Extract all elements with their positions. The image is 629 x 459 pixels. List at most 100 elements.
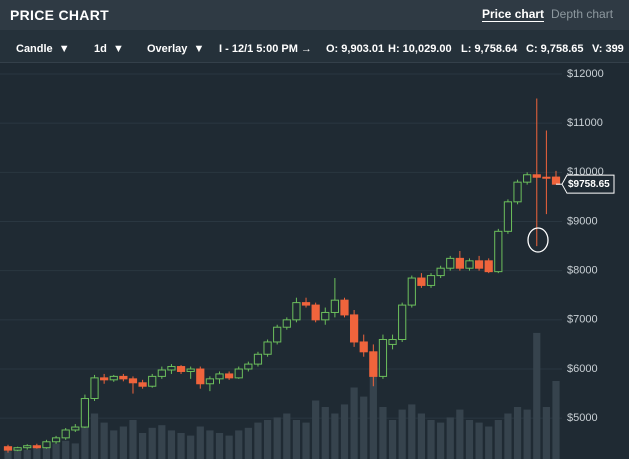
candle-body [234,368,243,379]
volume-bar [350,387,358,459]
candle-body [407,277,416,306]
volume-bar [408,404,416,459]
volume-bar [312,400,320,459]
candle-body [80,398,90,428]
y-tick-label: $12000 [567,68,604,80]
candle-body [13,447,22,451]
candle-body [513,181,522,203]
volume-bar [437,422,445,459]
candle-body [494,230,503,273]
volume-bar [177,433,185,459]
candle-body [417,277,426,286]
dropdown-label: Overlay [147,43,188,55]
volume-bar [398,409,406,459]
candle-body [273,326,282,343]
volume-bar [513,407,522,459]
volume-bar [263,420,272,459]
volume-bar [533,332,541,459]
volume-bar [4,451,12,459]
info-volume: V: 399 [592,43,624,55]
volume-bar [485,426,493,459]
volume-bar [148,427,156,459]
candle-body [90,377,99,400]
candle-body [532,174,541,178]
candle-body [71,426,80,431]
depth-chart-tab[interactable]: Depth chart [551,7,614,21]
candle-body [109,375,118,381]
info-close: C: 9,758.65 [526,43,584,55]
candle-body [128,378,138,384]
info-high: H: 10,029.00 [388,43,452,55]
candle-body [321,311,330,321]
candle-body [455,257,464,269]
volume-bar [71,443,79,459]
volume-bar [542,407,550,459]
volume-bar [360,396,368,459]
volume-bar [42,446,51,459]
candle-body [301,302,311,306]
candle-body [157,369,166,377]
candle-body [23,445,32,449]
candle-body [215,373,224,380]
volume-bar [110,430,118,459]
candle-body [551,176,561,185]
highlight-circle [527,227,549,253]
volume-bar [158,425,166,459]
volume-bar [254,422,262,459]
volume-bar [206,430,214,459]
last-price-label: $9758.65 [568,179,610,190]
volume-bar [340,404,349,459]
volume-bar [215,433,224,459]
candle-body [436,267,445,277]
candle-body [484,260,493,273]
volume-bar [552,381,560,459]
panel-title: PRICE CHART [10,7,109,23]
candle-body [138,382,147,387]
candle-body [119,375,128,380]
candle-body [369,351,378,377]
volume-bar [138,433,147,459]
volume-bar [33,447,41,459]
volume-bar [52,443,60,459]
y-tick-label: $11000 [567,117,603,129]
info-low: L: 9,758.64 [461,43,518,55]
info-interval: I - 12/1 5:00 PM → [219,43,312,55]
candle-body [167,366,176,371]
candle-body [388,339,397,345]
candle-body [176,366,186,372]
volume-bar [62,440,70,459]
volume-bar [283,413,291,459]
candle-body [426,275,436,286]
chart-style-dropdown[interactable]: Candle ▼ [16,43,70,55]
candle-body [398,304,407,341]
candle-body [465,260,474,269]
volume-bar [14,448,22,459]
candle-body [263,341,272,355]
interval-dropdown[interactable]: 1d ▼ [94,43,124,55]
volume-bar [417,413,426,459]
candle-body [32,445,41,449]
overlay-dropdown[interactable]: Overlay ▼ [147,43,205,55]
last-price-tag [561,174,615,194]
candle-body [292,302,301,321]
candle-body [359,341,368,353]
candle-body [205,378,215,385]
candle-body [3,446,13,451]
price-chart-tab[interactable]: Price chart [482,7,545,22]
volume-bar [523,409,531,459]
volume-bar [302,422,310,459]
volume-bar [292,420,301,459]
volume-bar [494,420,502,459]
volume-bar [100,422,108,459]
candle-body [350,314,359,343]
info-open: O: 9,903.01 [326,43,385,55]
candle-body [196,368,205,385]
candle-body [311,304,320,321]
y-tick-label: $9000 [567,215,598,227]
volume-bar [167,430,176,459]
volume-bar [196,426,204,459]
y-tick-label: $6000 [567,363,598,375]
candle-body [186,368,195,372]
